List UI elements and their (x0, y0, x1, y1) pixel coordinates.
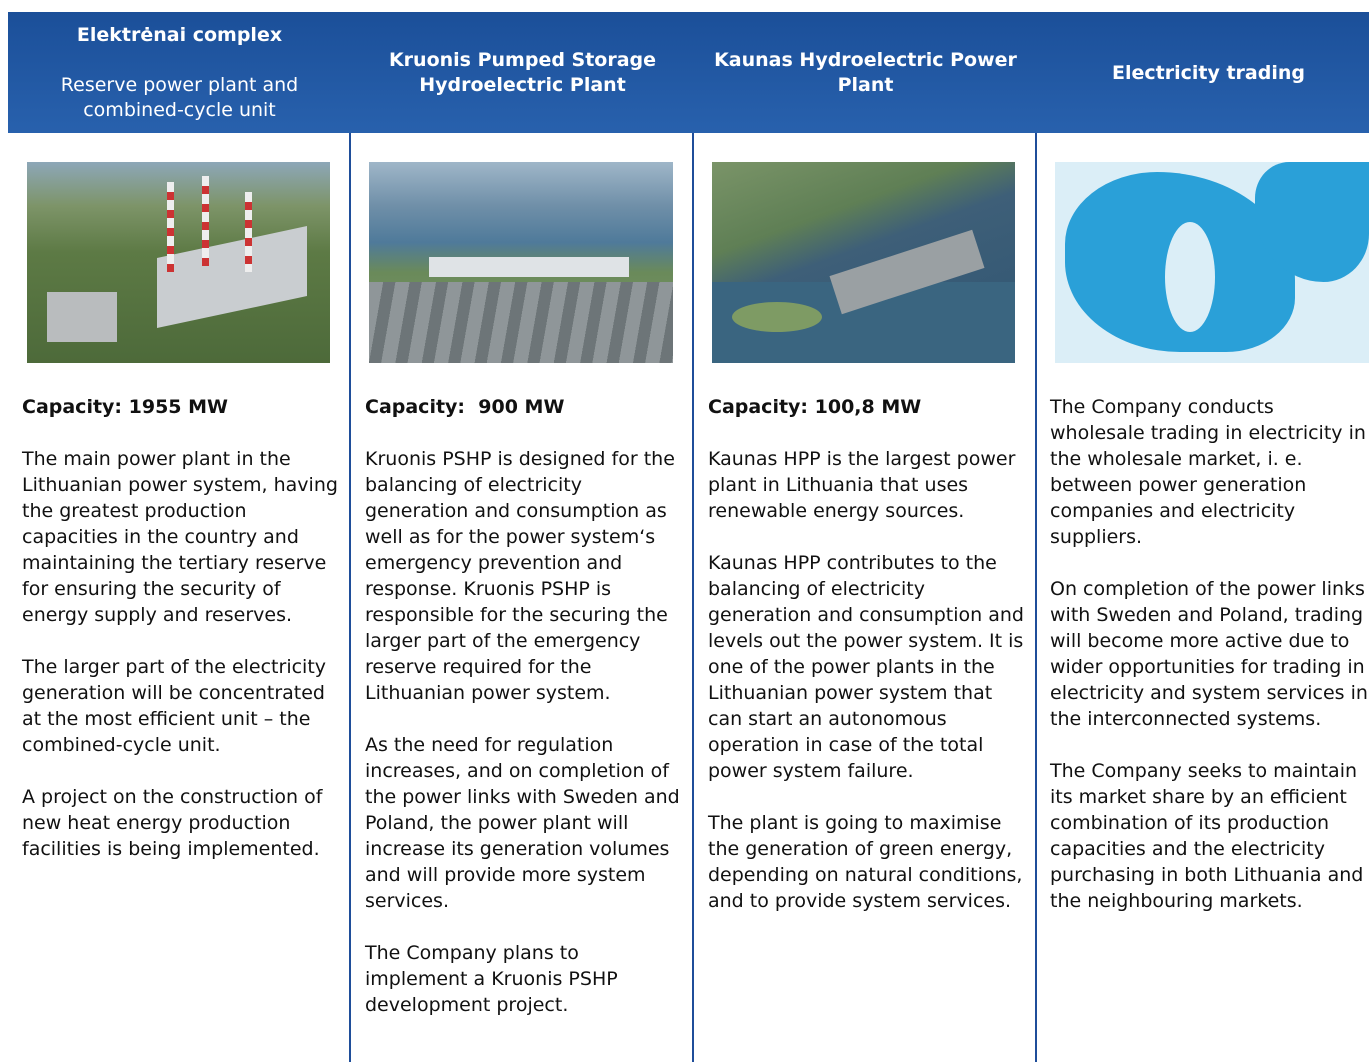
column-title: Kaunas Hydroelectric Power Plant (714, 49, 1017, 96)
column-heading: Kaunas Hydroelectric Power Plant (694, 48, 1037, 98)
column-text: Capacity: 900 MW Kruonis PSHP is designed… (365, 394, 687, 1044)
column-separator (692, 133, 694, 1062)
column-title: Elektrėnai complex (76, 24, 283, 46)
column-text: The Company conducts wholesale trading i… (1050, 394, 1369, 940)
paragraph: As the need for regulation increases, an… (365, 734, 686, 912)
capacity: Capacity: 100,8 MW (708, 396, 922, 418)
paragraph: The Company conducts wholesale trading i… (1050, 396, 1366, 548)
column-subtitle: Reserve power plant and combined-cycle u… (60, 74, 299, 121)
paragraph: On completion of the power links with Sw… (1050, 578, 1368, 730)
column-text: Capacity: 100,8 MW Kaunas HPP is the larg… (708, 394, 1030, 940)
paragraph: The larger part of the electricity gener… (22, 656, 333, 756)
map-image (1055, 162, 1369, 363)
column-separator (349, 133, 351, 1062)
paragraph: The Company plans to implement a Kruonis… (365, 942, 624, 1016)
column-title: Electricity trading (1112, 62, 1305, 84)
column-heading: Kruonis Pumped Storage Hydroelectric Pla… (351, 48, 694, 98)
header-band (8, 12, 1369, 133)
paragraph: A project on the construction of new hea… (22, 786, 329, 860)
plant-photo (27, 162, 330, 363)
paragraph: The main power plant in the Lithuanian p… (22, 448, 344, 626)
paragraph: Kruonis PSHP is designed for the balanci… (365, 448, 681, 704)
paragraph: The Company seeks to maintain its market… (1050, 760, 1369, 912)
column-heading: Elektrėnai complex Reserve power plant an… (8, 23, 351, 123)
column-separator (1035, 133, 1037, 1062)
capacity: Capacity: 1955 MW (22, 396, 229, 418)
column-text: Capacity: 1955 MW The main power plant in… (22, 394, 344, 888)
capacity: Capacity: 900 MW (365, 396, 565, 418)
paragraph: Kaunas HPP contributes to the balancing … (708, 552, 1031, 782)
plant-photo (369, 162, 673, 363)
column-title: Kruonis Pumped Storage Hydroelectric Pla… (388, 49, 657, 96)
paragraph: Kaunas HPP is the largest power plant in… (708, 448, 1022, 522)
paragraph: The plant is going to maximise the gener… (708, 812, 1029, 912)
column-heading: Electricity trading (1037, 61, 1369, 86)
plant-photo (712, 162, 1015, 363)
